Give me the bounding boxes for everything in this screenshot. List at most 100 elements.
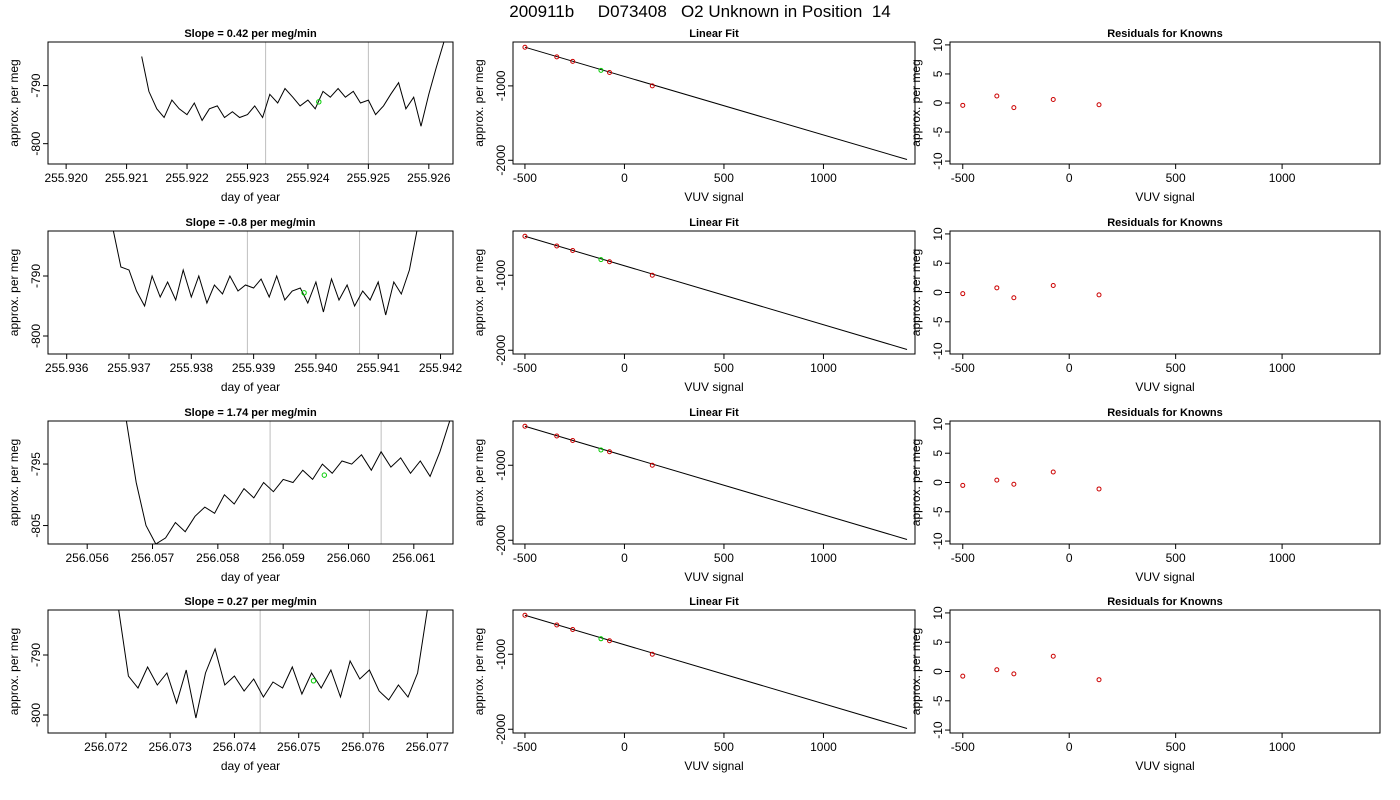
x-axis-label: VUV signal: [1135, 570, 1194, 584]
known-point: [522, 44, 528, 50]
x-tick-label: 256.058: [196, 551, 240, 565]
x-tick-label: 0: [1066, 171, 1073, 185]
y-tick-label: -5: [931, 695, 945, 706]
x-tick-label: 255.936: [45, 361, 89, 375]
x-tick-label: 255.937: [107, 361, 151, 375]
known-point: [607, 638, 613, 644]
residual-point: [1050, 282, 1056, 288]
chart-title: Slope = -0.8 per meg/min: [186, 217, 316, 229]
known-point: [522, 423, 528, 429]
x-tick-label: 255.942: [419, 361, 463, 375]
unknown-marker: [321, 472, 328, 478]
x-tick-label: 1000: [810, 171, 837, 185]
plot-frame: [949, 420, 1381, 545]
y-axis-label: approx. per meg: [7, 59, 21, 146]
y-axis-label: approx. per meg: [7, 249, 21, 336]
chart-title: Slope = 0.27 per meg/min: [184, 596, 317, 608]
y-tick-label: -1000: [494, 70, 508, 101]
y-tick-label: 10: [931, 417, 945, 431]
unknown-marker: [301, 290, 307, 296]
x-tick-label: 1000: [810, 740, 837, 754]
y-tick-label: -790: [29, 73, 43, 97]
x-tick-label: 500: [714, 740, 734, 754]
y-tick-label: -10: [931, 342, 945, 360]
x-tick-label: 255.939: [232, 361, 276, 375]
residual-point: [960, 482, 966, 488]
x-tick-label: -500: [951, 361, 975, 375]
residual-point: [960, 102, 966, 108]
x-tick-label: 0: [1066, 361, 1073, 375]
x-tick-label: 256.061: [392, 551, 436, 565]
y-axis-label: approx. per meg: [472, 249, 486, 336]
fit-line: [524, 235, 908, 350]
chart-panel-9-residuals: Residuals for Knowns -500 0 500 1000 10 5 0 -5 -1…: [909, 407, 1381, 584]
y-tick-label: 5: [931, 70, 945, 77]
unknown-point: [598, 257, 604, 263]
plot-area: [522, 423, 908, 540]
plot-area: [141, 42, 445, 164]
x-tick-label: -500: [513, 171, 537, 185]
x-tick-label: 256.076: [341, 740, 385, 754]
x-tick-label: 0: [621, 361, 628, 375]
residual-point: [960, 673, 966, 679]
x-tick-label: 255.938: [170, 361, 214, 375]
x-tick-label: -500: [951, 740, 975, 754]
series-line: [112, 231, 418, 316]
x-tick-label: 255.924: [286, 171, 330, 185]
known-point: [607, 259, 613, 265]
y-tick-label: 0: [931, 289, 945, 296]
x-tick-label: 256.060: [327, 551, 371, 565]
plot-frame: [512, 420, 916, 545]
chart-title: Linear Fit: [689, 407, 739, 419]
y-tick-label: 5: [931, 639, 945, 646]
y-tick-label: -2000: [494, 145, 508, 176]
residual-point: [994, 93, 1000, 99]
x-axis-label: VUV signal: [1135, 190, 1194, 204]
plot-frame: [47, 420, 454, 545]
x-tick-label: 1000: [1269, 171, 1296, 185]
x-axis-label: VUV signal: [1135, 380, 1194, 394]
x-tick-label: 500: [714, 551, 734, 565]
known-point: [649, 651, 655, 657]
plot-frame: [949, 230, 1381, 355]
residual-point: [1050, 653, 1056, 659]
chart-title: Residuals for Knowns: [1107, 217, 1223, 229]
x-tick-label: 256.073: [148, 740, 192, 754]
y-axis-label: approx. per meg: [909, 439, 923, 526]
residual-point: [1011, 105, 1017, 111]
known-point: [554, 243, 560, 249]
known-point: [649, 462, 655, 468]
x-tick-label: 500: [1166, 171, 1186, 185]
x-tick-label: -500: [513, 551, 537, 565]
residual-point: [960, 291, 966, 297]
y-tick-label: -1000: [494, 260, 508, 291]
y-axis-label: approx. per meg: [909, 249, 923, 336]
x-tick-label: 500: [1166, 551, 1186, 565]
series-line: [141, 42, 445, 127]
plot-frame: [512, 41, 916, 165]
y-axis-label: approx. per meg: [909, 628, 923, 715]
x-tick-label: -500: [513, 361, 537, 375]
y-tick-label: 10: [931, 38, 945, 52]
x-tick-label: -500: [951, 551, 975, 565]
x-tick-label: 0: [621, 171, 628, 185]
chart-panel-6-residuals: Residuals for Knowns -500 0 500 1000 10 5 0 -5 -1…: [909, 217, 1381, 394]
x-tick-label: -500: [513, 740, 537, 754]
y-tick-label: -800: [29, 703, 43, 727]
x-tick-label: 0: [621, 551, 628, 565]
x-tick-label: 255.921: [105, 171, 149, 185]
plot-frame: [512, 230, 916, 355]
x-tick-label: 256.074: [213, 740, 257, 754]
chart-title: Linear Fit: [689, 596, 739, 608]
y-axis-label: approx. per meg: [472, 439, 486, 526]
series-line: [118, 610, 428, 719]
chart-panel-8-fit: Linear Fit -500 0 500 1000 -1000 -2000 VUV sign…: [472, 407, 916, 584]
chart-panel-12-residuals: Residuals for Knowns -500 0 500 1000 10 5 0 -5 -1…: [909, 596, 1381, 773]
residual-point: [1096, 677, 1102, 683]
residual-point: [994, 667, 1000, 673]
y-tick-label: -5: [931, 126, 945, 137]
plot-area: [960, 469, 1102, 492]
known-point: [649, 83, 655, 89]
plot-area: [112, 231, 418, 354]
